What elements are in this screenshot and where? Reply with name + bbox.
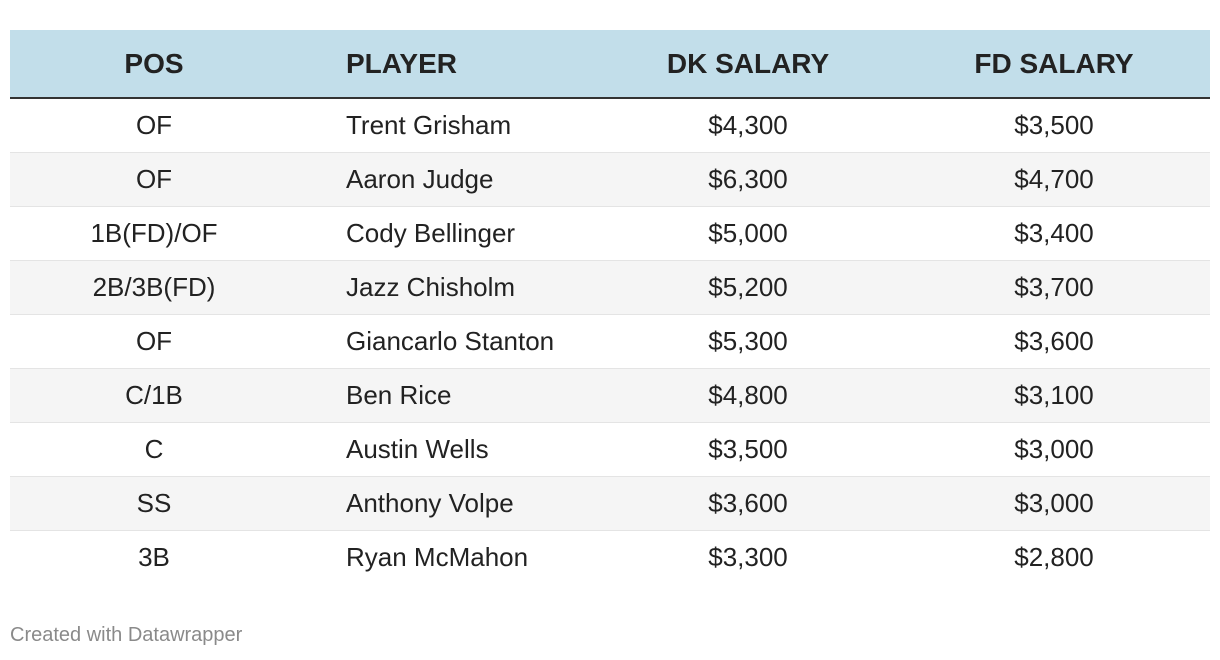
cell-fd-salary: $3,600 [898,314,1210,369]
cell-fd-salary: $3,100 [898,368,1210,423]
table-row: 2B/3B(FD) Jazz Chisholm $5,200 $3,700 [10,260,1210,315]
cell-player: Ryan McMahon [346,541,529,572]
cell-fd-salary: $3,700 [898,260,1210,315]
cell-pos: 2B/3B(FD) [10,260,298,315]
table-row: 1B(FD)/OF Cody Bellinger $5,000 $3,400 [10,206,1210,261]
cell-pos: SS [10,476,298,531]
datawrapper-credit[interactable]: Created with Datawrapper [10,624,243,646]
cell-dk-salary: $5,300 [598,314,898,369]
cell-dk-salary: $5,000 [598,206,898,261]
cell-dk-salary: $4,300 [598,98,898,153]
cell-pos: 3B [138,541,170,572]
cell-pos: OF [10,314,298,369]
cell-pos: C [10,422,298,477]
table-row: SS Anthony Volpe $3,600 $3,000 [10,476,1210,531]
table-row: OF Trent Grisham $4,300 $3,500 [10,98,1210,153]
cell-pos: C/1B [10,368,298,423]
table-row: OF Giancarlo Stanton $5,300 $3,600 [10,314,1210,369]
header-row: POS PLAYER DK SALARY FD SALARY [10,30,1210,99]
table-header: POS PLAYER DK SALARY FD SALARY [10,30,1210,99]
cell-player: Trent Grisham [298,98,598,153]
cell-player: Austin Wells [298,422,598,477]
cell-dk-salary: $5,200 [598,260,898,315]
cell-pos: OF [10,152,298,207]
cell-dk-salary: $6,300 [598,152,898,207]
table-row: C Austin Wells $3,500 $3,000 [10,422,1210,477]
table-row: C/1B Ben Rice $4,800 $3,100 [10,368,1210,423]
column-header-pos[interactable]: POS [10,30,298,99]
salary-table: POS PLAYER DK SALARY FD SALARY OF Trent G… [10,30,1210,584]
cell-player: Aaron Judge [298,152,598,207]
salary-table-container: POS PLAYER DK SALARY FD SALARY OF Trent G… [10,30,1210,584]
column-header-dk-salary[interactable]: DK SALARY [598,30,898,99]
cell-dk-salary: $4,800 [598,368,898,423]
cell-player: Giancarlo Stanton [298,314,598,369]
cell-player: Jazz Chisholm [298,260,598,315]
cell-dk-salary: $3,300 [708,541,788,572]
column-header-fd-salary[interactable]: FD SALARY [898,30,1210,99]
cell-pos: 1B(FD)/OF [10,206,298,261]
cell-fd-salary: $3,000 [898,476,1210,531]
table-row: 3B Ryan McMahon $3,300 $2,800 [10,530,1210,584]
cell-fd-salary: $4,700 [898,152,1210,207]
cell-player: Ben Rice [298,368,598,423]
column-header-player[interactable]: PLAYER [298,30,598,99]
table-body: OF Trent Grisham $4,300 $3,500 OF Aaron Judge… [10,98,1210,584]
cell-dk-salary: $3,500 [598,422,898,477]
cell-fd-salary: $3,400 [898,206,1210,261]
cell-fd-salary: $3,500 [898,98,1210,153]
cell-pos: OF [10,98,298,153]
cell-fd-salary: $3,000 [898,422,1210,477]
cell-player: Cody Bellinger [298,206,598,261]
cell-player: Anthony Volpe [298,476,598,531]
cell-dk-salary: $3,600 [598,476,898,531]
cell-fd-salary: $2,800 [1014,541,1094,572]
table-row: OF Aaron Judge $6,300 $4,700 [10,152,1210,207]
